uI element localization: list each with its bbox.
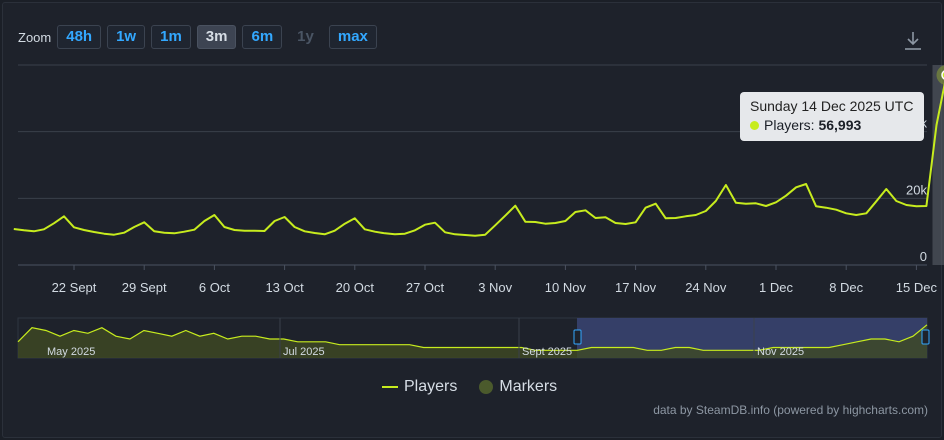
tooltip-date: Sunday 14 Dec 2025 UTC xyxy=(750,98,914,114)
x-tick-label: 6 Oct xyxy=(199,280,230,295)
zoom-bar: Zoom 48h 1w 1m 3m 6m 1y max xyxy=(18,25,383,49)
navigator-handle[interactable] xyxy=(573,329,582,345)
legend-label-players: Players xyxy=(404,378,458,395)
navigator-label: Jul 2025 xyxy=(283,346,325,358)
x-tick-label: 27 Oct xyxy=(406,280,445,295)
highlight-point xyxy=(941,70,944,80)
series-line-players xyxy=(13,82,944,237)
x-tick-label: 24 Nov xyxy=(685,280,727,295)
zoom-button-1w[interactable]: 1w xyxy=(107,25,146,49)
legend-marker-icon xyxy=(479,380,494,394)
credits[interactable]: data by SteamDB.info (powered by highcha… xyxy=(653,403,928,417)
x-tick-label: 10 Nov xyxy=(545,280,587,295)
zoom-button-48h[interactable]: 48h xyxy=(57,25,102,49)
legend: Players Markers xyxy=(382,378,579,396)
tooltip-value: 56,993 xyxy=(818,117,862,133)
zoom-button-3m[interactable]: 3m xyxy=(196,25,237,49)
navigator-label: May 2025 xyxy=(47,346,95,358)
tooltip-row: Players: 56,993 xyxy=(750,117,914,133)
navigator-handle[interactable] xyxy=(921,329,930,345)
navigator-line xyxy=(17,324,928,351)
navigator-label: Sept 2025 xyxy=(522,346,572,358)
x-tick-label: 22 Sept xyxy=(52,280,97,295)
highlight-halo xyxy=(936,65,944,85)
zoom-button-max[interactable]: max xyxy=(328,25,377,49)
x-tick-label: 17 Nov xyxy=(615,280,657,295)
y-tick-label: 0 xyxy=(920,249,927,264)
legend-item-players[interactable]: Players xyxy=(382,378,457,396)
zoom-button-1y: 1y xyxy=(297,28,314,45)
x-tick-label: 1 Dec xyxy=(759,280,793,295)
y-tick-label: 20k xyxy=(906,182,927,197)
hover-band xyxy=(932,65,944,265)
tooltip-series-dot xyxy=(750,121,759,130)
x-tick-label: 13 Oct xyxy=(265,280,304,295)
tooltip-series-label: Players: xyxy=(764,117,819,133)
x-tick-label: 3 Nov xyxy=(478,280,512,295)
legend-line-icon xyxy=(382,386,398,388)
tooltip: Sunday 14 Dec 2025 UTC Players: 56,993 xyxy=(740,92,924,141)
x-tick-label: 20 Oct xyxy=(336,280,375,295)
download-icon[interactable] xyxy=(902,30,924,52)
navigator-label: Nov 2025 xyxy=(757,346,804,358)
x-tick-label: 8 Dec xyxy=(829,280,863,295)
zoom-button-1m[interactable]: 1m xyxy=(151,25,191,49)
x-tick-label: 29 Sept xyxy=(122,280,167,295)
legend-item-markers[interactable]: Markers xyxy=(479,378,557,396)
zoom-button-6m[interactable]: 6m xyxy=(242,25,283,49)
zoom-label: Zoom xyxy=(18,29,52,45)
x-tick-label: 15 Dec xyxy=(896,280,938,295)
legend-label-markers: Markers xyxy=(499,378,558,395)
